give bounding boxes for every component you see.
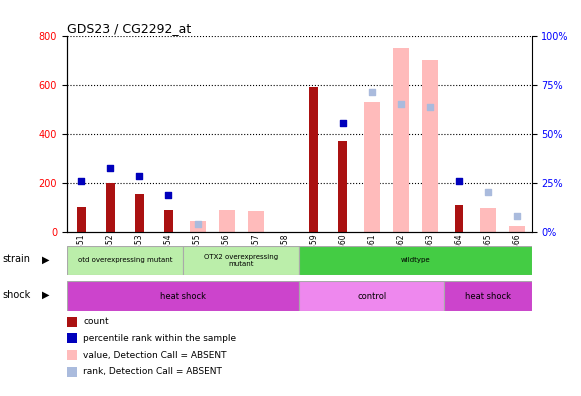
Bar [509,226,525,232]
Point [106,165,115,171]
Text: strain: strain [3,254,31,265]
Point [338,120,347,126]
Point [193,221,202,227]
Text: control: control [357,291,386,301]
Text: heat shock: heat shock [160,291,206,301]
Text: ▶: ▶ [42,254,49,265]
Bar [364,102,380,232]
Bar [218,209,235,232]
Point [483,189,493,195]
Bar [393,48,409,232]
Text: shock: shock [3,290,31,300]
Bar [299,281,444,311]
Text: heat shock: heat shock [465,291,511,301]
Bar [309,87,318,232]
Bar [183,246,299,275]
Bar [77,207,86,232]
Text: otd overexpressing mutant: otd overexpressing mutant [78,257,172,263]
Text: count: count [83,318,109,326]
Bar [106,183,115,232]
Point [512,213,522,220]
Text: wildtype: wildtype [401,257,430,263]
Bar [299,246,532,275]
Bar [135,194,144,232]
Bar [422,60,438,232]
Text: value, Detection Call = ABSENT: value, Detection Call = ABSENT [83,351,227,360]
Point [425,103,435,110]
Text: rank, Detection Call = ABSENT: rank, Detection Call = ABSENT [83,367,222,376]
Bar [164,209,173,232]
Bar [189,221,206,232]
Bar [480,208,496,232]
Bar [455,205,464,232]
Point [135,173,144,179]
Bar [67,246,183,275]
Bar [67,281,299,311]
Point [396,101,406,107]
Text: ▶: ▶ [42,290,49,300]
Bar [338,141,347,232]
Point [454,177,464,184]
Text: OTX2 overexpressing
mutant: OTX2 overexpressing mutant [204,254,278,267]
Text: GDS23 / CG2292_at: GDS23 / CG2292_at [67,22,191,35]
Bar [444,281,532,311]
Point [77,178,86,185]
Point [367,89,376,95]
Text: percentile rank within the sample: percentile rank within the sample [83,334,236,343]
Bar [248,211,264,232]
Point [164,192,173,198]
